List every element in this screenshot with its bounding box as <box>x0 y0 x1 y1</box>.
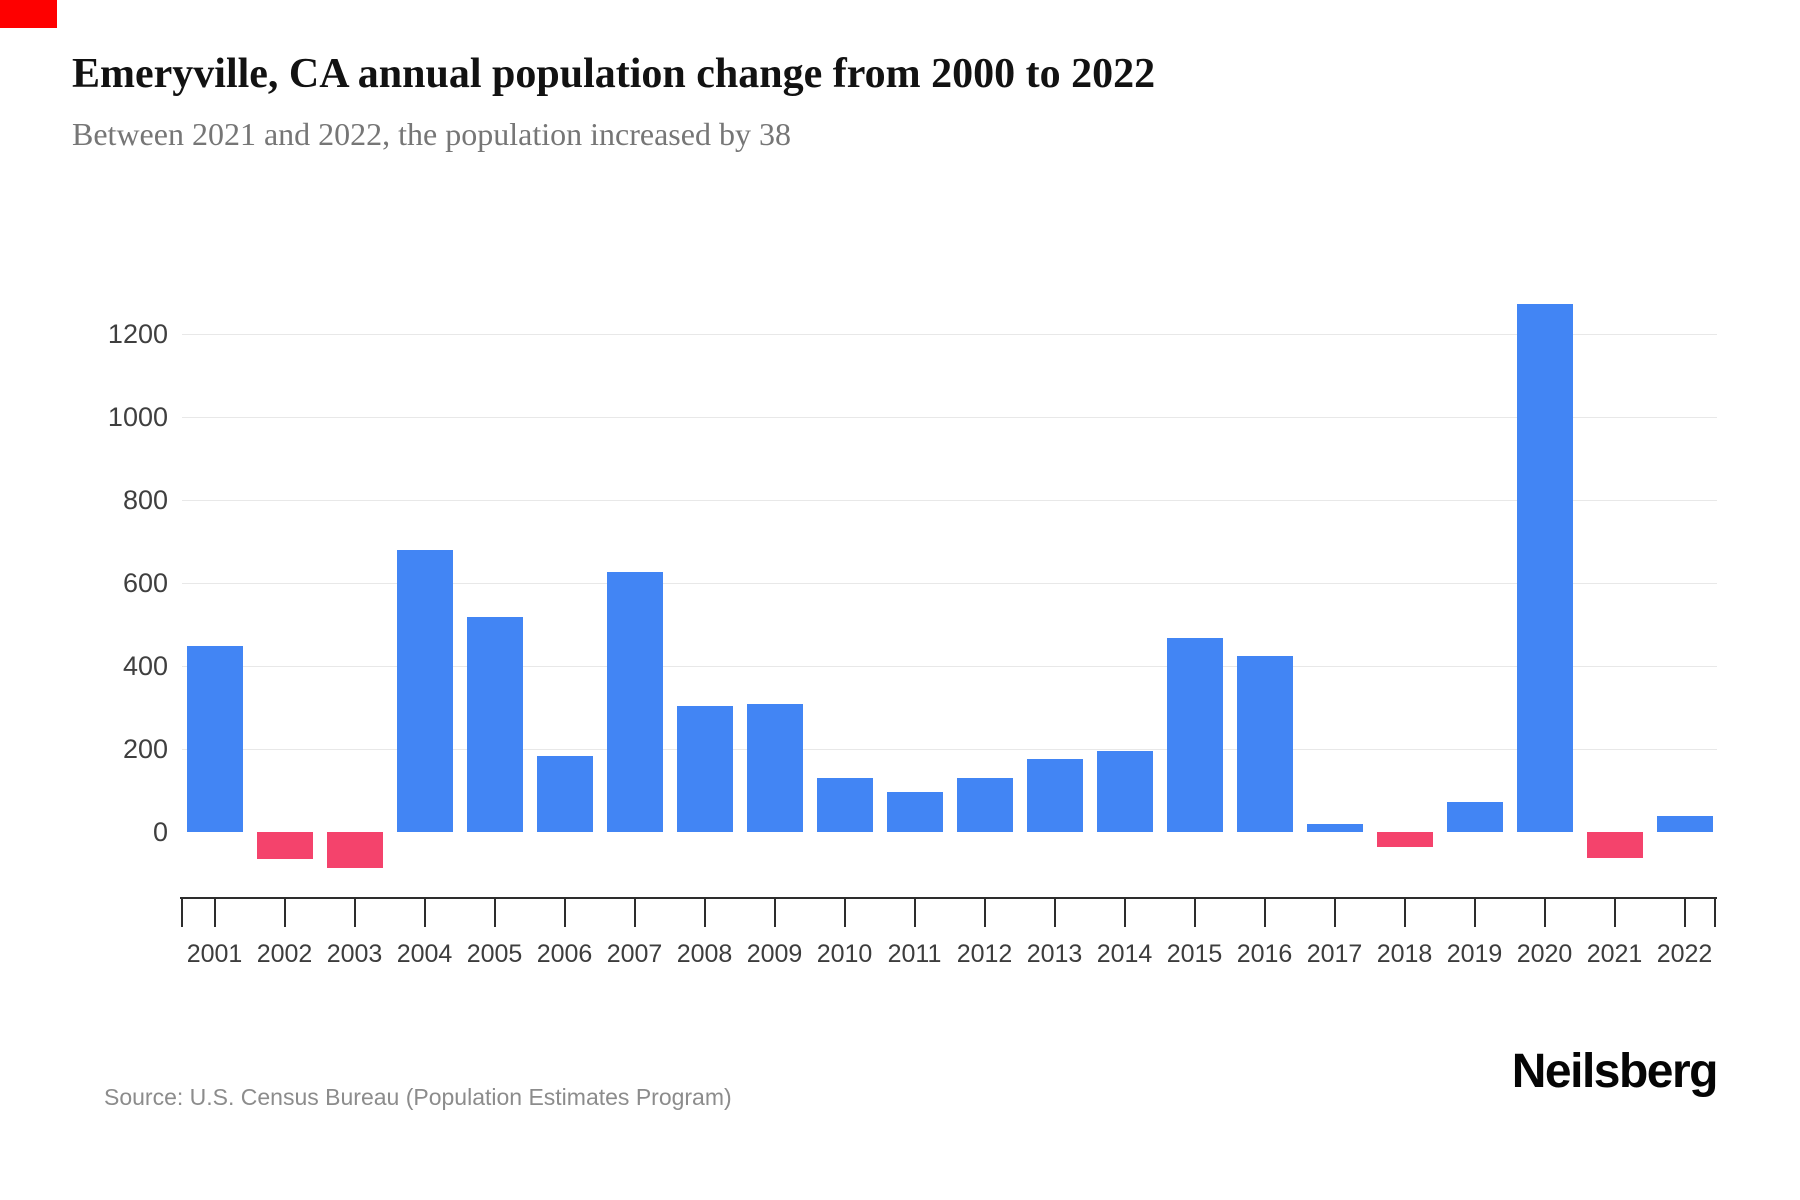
bar-2013[interactable] <box>1026 758 1083 832</box>
bar-2004[interactable] <box>396 549 453 832</box>
gridline-400 <box>182 665 1717 667</box>
bar-2003[interactable] <box>326 832 383 868</box>
x-axis-tick <box>493 899 496 927</box>
bar-2006[interactable] <box>536 756 593 832</box>
bar-2018[interactable] <box>1376 832 1433 847</box>
y-axis-label-600: 600 <box>122 568 168 598</box>
x-axis-tick <box>1263 899 1266 927</box>
x-axis-tick <box>1403 899 1406 927</box>
x-axis-tick <box>283 899 286 927</box>
bar-2008[interactable] <box>676 706 733 832</box>
x-axis-tick <box>181 899 183 927</box>
bar-2005[interactable] <box>466 617 523 832</box>
x-axis-label-2002: 2002 <box>256 940 313 968</box>
x-axis-label-2013: 2013 <box>1026 940 1083 968</box>
y-axis-label-1000: 1000 <box>107 402 168 432</box>
y-axis-label-1200: 1200 <box>107 319 168 349</box>
bar-2002[interactable] <box>256 832 313 860</box>
x-axis-tick <box>1714 899 1716 927</box>
bar-2011[interactable] <box>886 792 943 832</box>
bar-2022[interactable] <box>1656 816 1713 832</box>
x-axis-tick <box>983 899 986 927</box>
y-axis-label-200: 200 <box>122 734 168 764</box>
brand-logo: Neilsberg <box>1511 1045 1719 1098</box>
y-axis-label-0: 0 <box>152 817 168 847</box>
x-axis-label-2001: 2001 <box>186 940 243 968</box>
bar-2009[interactable] <box>746 704 803 832</box>
x-axis-label-2019: 2019 <box>1446 940 1503 968</box>
bar-2012[interactable] <box>956 777 1013 832</box>
bar-2017[interactable] <box>1306 824 1363 832</box>
source-note: Source: U.S. Census Bureau (Population E… <box>104 1084 732 1110</box>
gridline-1200 <box>182 333 1717 335</box>
x-axis-tick <box>1333 899 1336 927</box>
red-marker <box>0 0 57 28</box>
x-axis-label-2011: 2011 <box>887 940 942 968</box>
x-axis-label-2015: 2015 <box>1166 940 1223 968</box>
x-axis-tick <box>1193 899 1196 927</box>
x-axis-label-2020: 2020 <box>1516 940 1573 968</box>
x-axis-label-2006: 2006 <box>536 940 593 968</box>
x-axis-label-2021: 2021 <box>1586 940 1643 968</box>
x-axis-tick <box>353 899 356 927</box>
x-axis-tick <box>563 899 566 927</box>
x-axis-line <box>180 897 1717 899</box>
x-axis-tick <box>1473 899 1476 927</box>
bar-2014[interactable] <box>1096 751 1153 832</box>
x-axis-label-2007: 2007 <box>606 940 663 968</box>
x-axis-label-2009: 2009 <box>746 940 803 968</box>
x-axis-tick <box>773 899 776 927</box>
x-axis-label-2012: 2012 <box>956 940 1013 968</box>
gridline-600 <box>182 582 1717 584</box>
bar-2010[interactable] <box>816 778 873 832</box>
bar-2001[interactable] <box>186 646 243 832</box>
x-axis-tick <box>843 899 846 927</box>
x-axis-label-2003: 2003 <box>326 940 383 968</box>
x-axis-label-2004: 2004 <box>396 940 453 968</box>
x-axis-label-2017: 2017 <box>1306 940 1363 968</box>
chart-subtitle: Between 2021 and 2022, the population in… <box>72 116 791 152</box>
x-axis-label-2008: 2008 <box>676 940 733 968</box>
chart-title: Emeryville, CA annual population change … <box>72 51 1156 97</box>
bar-2007[interactable] <box>606 571 663 832</box>
x-axis-tick <box>1543 899 1546 927</box>
y-axis-label-800: 800 <box>122 485 168 515</box>
x-axis-tick <box>1123 899 1126 927</box>
bar-2020[interactable] <box>1516 304 1573 832</box>
x-axis-tick <box>913 899 916 927</box>
bar-2015[interactable] <box>1166 638 1223 832</box>
x-axis-tick <box>213 899 216 927</box>
x-axis-label-2016: 2016 <box>1236 940 1293 968</box>
x-axis-tick <box>633 899 636 927</box>
x-axis-tick <box>1053 899 1056 927</box>
bar-2021[interactable] <box>1586 832 1643 859</box>
y-axis-label-400: 400 <box>122 651 168 681</box>
gridline-800 <box>182 499 1717 501</box>
bar-2016[interactable] <box>1236 656 1293 832</box>
x-axis-label-2014: 2014 <box>1096 940 1153 968</box>
x-axis-label-2022: 2022 <box>1656 940 1713 968</box>
x-axis-label-2018: 2018 <box>1376 940 1433 968</box>
x-axis-label-2005: 2005 <box>466 940 523 968</box>
x-axis-tick <box>1683 899 1686 927</box>
x-axis-tick <box>1613 899 1616 927</box>
x-axis-label-2010: 2010 <box>816 940 873 968</box>
x-axis-tick <box>423 899 426 927</box>
gridline-200 <box>182 748 1717 750</box>
x-axis-tick <box>703 899 706 927</box>
bar-2019[interactable] <box>1446 802 1503 832</box>
gridline-1000 <box>182 416 1717 418</box>
